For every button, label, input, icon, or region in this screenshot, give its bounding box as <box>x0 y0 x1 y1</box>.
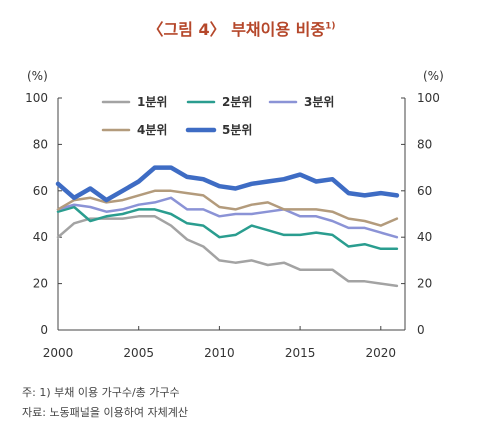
y-tick-label-left: 40 <box>33 230 48 244</box>
legend-label-2: 2분위 <box>222 95 252 109</box>
y-tick-label-left: 100 <box>25 91 48 105</box>
y-tick-label-left: 0 <box>40 323 48 337</box>
legend-label-3: 3분위 <box>304 95 334 109</box>
series-line-1 <box>56 215 399 288</box>
y-tick-label-right: 20 <box>417 277 432 291</box>
x-tick-label: 2010 <box>204 346 235 360</box>
y-tick-label-right: 80 <box>417 137 432 151</box>
x-tick-label: 2000 <box>43 346 74 360</box>
legend-label-1: 1분위 <box>137 95 167 109</box>
note-source: 자료: 노동패널을 이용하여 자체계산 <box>22 406 188 419</box>
x-tick-label: 2020 <box>366 346 397 360</box>
legend-label-4: 4분위 <box>137 123 167 137</box>
chart-title-footnote-mark: 1) <box>325 21 336 32</box>
legend-label-5: 5분위 <box>222 123 252 137</box>
left-axis-unit: (%) <box>27 69 48 83</box>
note-footnote: 주: 1) 부채 이용 가구수/총 가구수 <box>22 386 180 399</box>
y-tick-label-left: 80 <box>33 137 48 151</box>
y-tick-label-right: 60 <box>417 184 432 198</box>
y-tick-label-right: 0 <box>417 323 425 337</box>
series-line-5 <box>55 165 400 203</box>
chart-title-text: 〈그림 4〉 부채이용 비중 <box>147 20 326 39</box>
chart-title: 〈그림 4〉 부채이용 비중1) <box>0 16 483 40</box>
y-tick-label-left: 60 <box>33 184 48 198</box>
chart-notes: 주: 1) 부채 이용 가구수/총 가구수 자료: 노동패널을 이용하여 자체계… <box>22 383 188 423</box>
series-line-2 <box>56 205 399 251</box>
y-tick-label-right: 40 <box>417 230 432 244</box>
x-tick-label: 2015 <box>285 346 316 360</box>
y-tick-label-left: 20 <box>33 277 48 291</box>
y-tick-label-right: 100 <box>417 91 440 105</box>
series-line-4 <box>56 189 399 227</box>
series-line-3 <box>56 196 399 239</box>
x-tick-label: 2005 <box>123 346 154 360</box>
right-axis-unit: (%) <box>423 69 444 83</box>
